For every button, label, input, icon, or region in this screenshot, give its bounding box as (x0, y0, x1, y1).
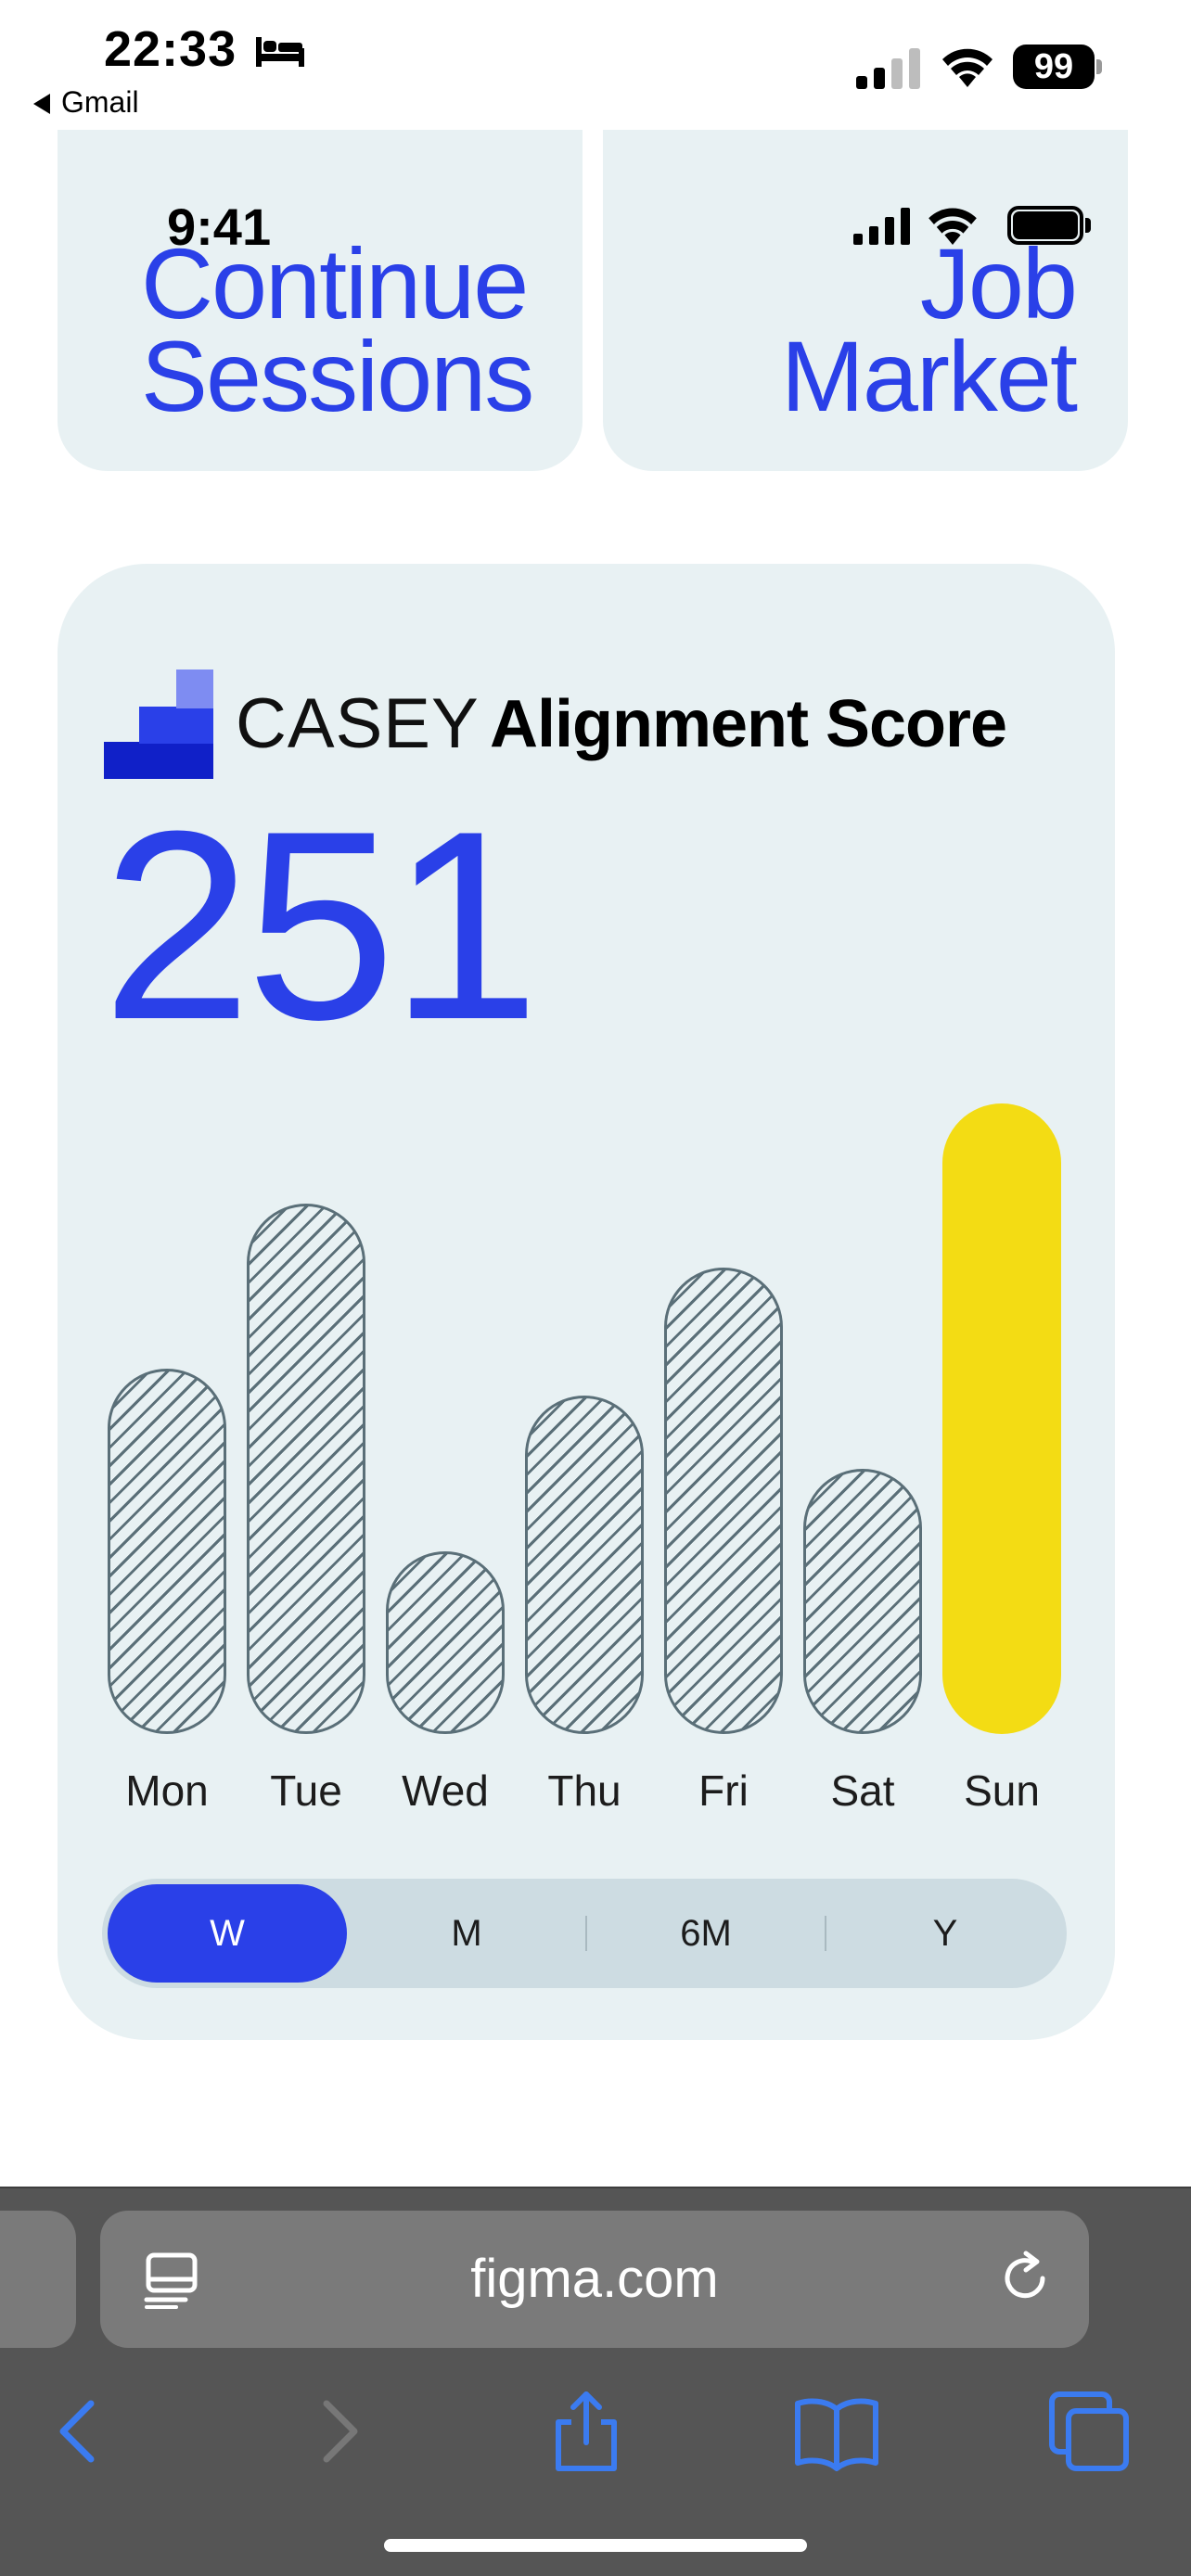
page-menu-icon[interactable] (143, 2251, 200, 2309)
share-icon[interactable] (542, 2387, 631, 2476)
title-line-2: Market (780, 320, 1078, 432)
continue-sessions-title: Continue Sessions (141, 227, 534, 432)
forward-icon[interactable] (295, 2387, 384, 2476)
cellular-signal-icon (856, 48, 920, 89)
range-option-w[interactable]: W (108, 1884, 347, 1983)
back-app-label: Gmail (61, 85, 139, 119)
browser-bottom-bar: figma.com (0, 2187, 1191, 2576)
reload-icon[interactable] (994, 2248, 1056, 2309)
segment-divider (825, 1916, 826, 1951)
job-market-title: Job Market (780, 227, 1078, 432)
wifi-icon (928, 208, 977, 245)
casey-logo-icon (104, 670, 213, 779)
chart-day-label: Sat (830, 1766, 895, 1815)
battery-level: 99 (1013, 45, 1095, 89)
title-line-2: Sessions (141, 320, 534, 432)
chart-day-label: Sun (964, 1766, 1040, 1815)
chart-day-label: Tue (270, 1766, 342, 1815)
segment-divider (585, 1916, 587, 1951)
bed-icon (256, 37, 304, 67)
chart-day-label: Thu (547, 1766, 621, 1815)
title-line-1: Job (919, 227, 1078, 339)
chart-bar-mon[interactable] (108, 1368, 226, 1734)
alignment-score-card: CASEY Alignment Score 251 Mon Tue Wed Thu Fr… (58, 564, 1115, 2040)
url-text[interactable]: figma.com (470, 2249, 719, 2309)
back-to-app-link[interactable]: Gmail (33, 85, 139, 120)
chart-bar-sat[interactable] (803, 1469, 922, 1734)
range-option-m[interactable]: M (451, 1913, 482, 1954)
status-time: 22:33 (104, 21, 237, 77)
chart-day-label: Wed (402, 1766, 489, 1815)
continue-sessions-card[interactable]: 9:41 Continue Sessions (58, 130, 583, 471)
score-title: Alignment Score (490, 687, 1007, 761)
score-value: 251 (102, 775, 540, 1076)
status-bar: 22:33 Gmail 99 (0, 0, 1191, 125)
chart-bar-wed[interactable] (386, 1550, 505, 1734)
cellular-signal-icon (853, 208, 910, 245)
home-indicator[interactable] (384, 2539, 807, 2552)
wifi-icon (942, 48, 992, 87)
range-option-6m[interactable]: 6M (680, 1913, 732, 1954)
brand-name: CASEY (236, 684, 480, 763)
embedded-status-time: 9:41 (167, 198, 272, 256)
tabs-icon[interactable] (1044, 2387, 1133, 2476)
title-line-1: Continue (141, 227, 529, 339)
chart-day-label: Mon (125, 1766, 209, 1815)
chart-bar-tue[interactable] (247, 1204, 365, 1734)
chart-bar-sun[interactable] (942, 1103, 1061, 1734)
battery-icon: 99 (1013, 45, 1102, 89)
chart-day-label: Fri (698, 1766, 749, 1815)
job-market-card[interactable]: Job Market (603, 130, 1128, 471)
weekly-score-chart: Mon Tue Wed Thu Fri Sat Sun (58, 564, 1115, 2040)
chart-bar-fri[interactable] (664, 1268, 783, 1734)
range-option-y[interactable]: Y (932, 1913, 958, 1954)
back-icon[interactable] (33, 2387, 122, 2476)
chart-bar-thu[interactable] (525, 1396, 644, 1734)
battery-icon (1007, 206, 1093, 245)
address-bar[interactable]: figma.com (100, 2211, 1089, 2348)
back-triangle-icon (33, 94, 50, 114)
bookmarks-icon[interactable] (792, 2387, 881, 2476)
previous-tab-preview[interactable] (0, 2211, 76, 2348)
range-segmented-control[interactable]: W M 6M Y (102, 1879, 1067, 1988)
